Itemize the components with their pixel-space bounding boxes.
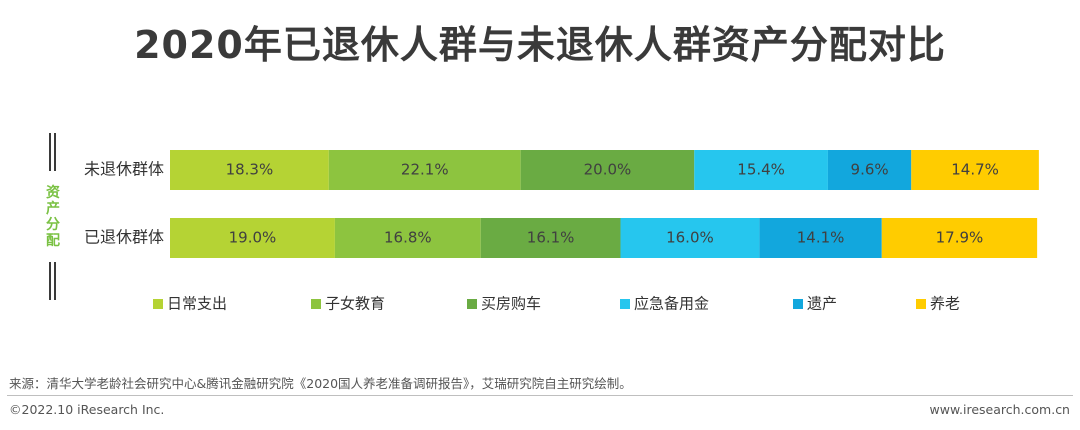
data-label: 16.1% xyxy=(527,229,575,247)
data-label: 17.9% xyxy=(936,229,984,247)
legend-label: 买房购车 xyxy=(481,295,541,313)
legend-label: 子女教育 xyxy=(325,295,385,313)
legend-label: 遗产 xyxy=(807,295,837,313)
legend-swatch xyxy=(916,299,926,309)
data-label: 16.0% xyxy=(666,229,714,247)
data-label: 22.1% xyxy=(401,161,449,179)
bar-segment xyxy=(170,150,329,190)
source-note: 来源：清华大学老龄社会研究中心&腾讯金融研究院《2020国人养老准备调研报告》，… xyxy=(9,376,632,391)
data-label: 16.8% xyxy=(384,229,432,247)
data-label: 9.6% xyxy=(851,161,889,179)
data-label: 14.7% xyxy=(951,161,999,179)
y-axis-label: 资产分配 xyxy=(46,184,60,249)
category-label: 未退休群体 xyxy=(84,160,164,179)
legend-swatch xyxy=(153,299,163,309)
chart-title: 2020年已退休人群与未退休人群资产分配对比 xyxy=(134,23,946,67)
bar-segment xyxy=(620,218,760,258)
data-label: 14.1% xyxy=(797,229,845,247)
website-link[interactable]: www.iresearch.com.cn xyxy=(929,402,1071,417)
bar-segment xyxy=(694,150,828,190)
legend-label: 养老 xyxy=(930,295,960,313)
bar-segment xyxy=(520,150,695,190)
bar-segment xyxy=(480,218,621,258)
bar-segment xyxy=(170,218,335,258)
data-label: 18.3% xyxy=(226,161,274,179)
bar-segment xyxy=(827,150,912,190)
bar-segment xyxy=(328,150,521,190)
bar-segment xyxy=(911,150,1039,190)
legend-label: 日常支出 xyxy=(167,295,227,313)
bar-segment xyxy=(334,218,481,258)
legend-label: 应急备用金 xyxy=(634,295,709,313)
copyright-text: ©2022.10 iResearch Inc. xyxy=(9,402,165,417)
data-label: 19.0% xyxy=(229,229,277,247)
legend-swatch xyxy=(311,299,321,309)
category-label: 已退休群体 xyxy=(84,228,164,247)
legend-swatch xyxy=(620,299,630,309)
data-label: 15.4% xyxy=(737,161,785,179)
legend-swatch xyxy=(793,299,803,309)
bar-segment xyxy=(759,218,882,258)
data-label: 20.0% xyxy=(584,161,632,179)
footer-divider xyxy=(7,395,1073,396)
legend-swatch xyxy=(467,299,477,309)
axis-bracket xyxy=(49,133,56,300)
bar-segment xyxy=(881,218,1038,258)
